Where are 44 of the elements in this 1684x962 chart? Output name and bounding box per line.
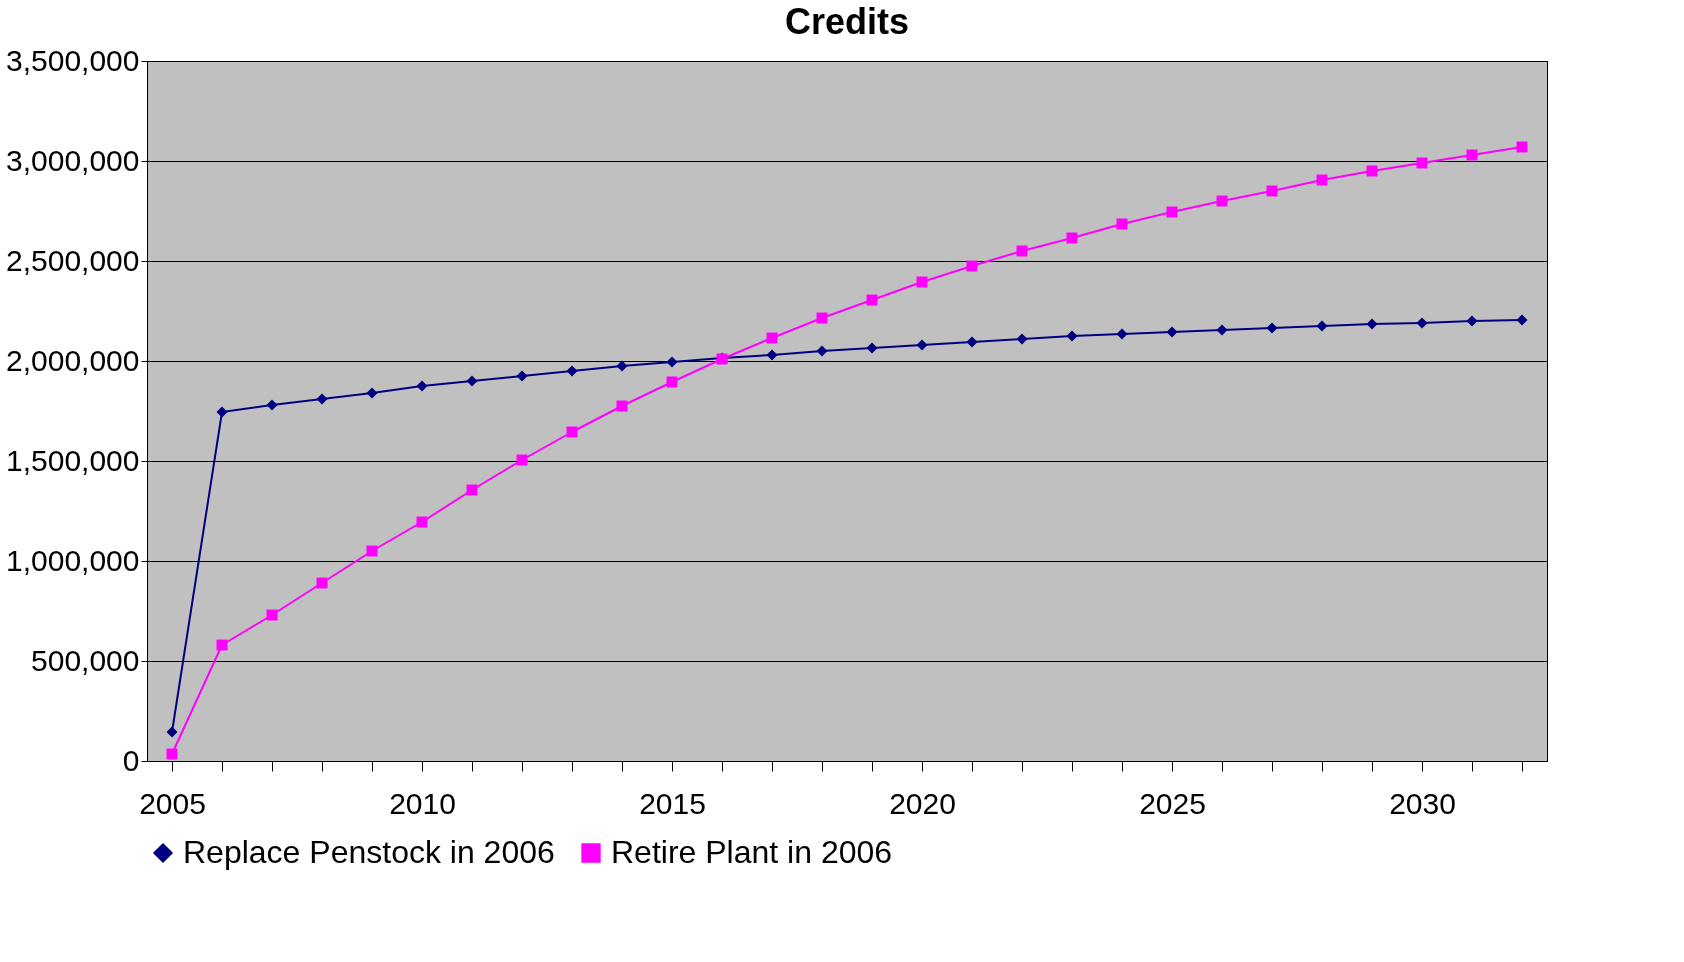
x-tick-label: 2020 xyxy=(889,786,956,820)
point xyxy=(1416,317,1428,329)
legend-label: Replace Penstock in 2006 xyxy=(183,834,555,870)
point xyxy=(966,336,978,348)
point xyxy=(366,387,378,399)
point xyxy=(1466,315,1478,327)
chart-title: Credits xyxy=(784,1,910,42)
x-tick-label: 2010 xyxy=(389,786,456,820)
point xyxy=(316,393,328,405)
point xyxy=(166,726,178,738)
point xyxy=(266,399,278,411)
point xyxy=(466,375,478,387)
x-tick-label: 2030 xyxy=(1389,786,1456,820)
point xyxy=(1516,314,1528,326)
x-tick-label: 2025 xyxy=(1139,786,1206,820)
point xyxy=(1166,326,1178,338)
y-tick-label: 3,500,000 xyxy=(6,43,140,77)
y-tick-label: 1,000,000 xyxy=(6,543,140,577)
point xyxy=(616,360,628,372)
point xyxy=(566,365,578,377)
y-tick-label: 3,000,000 xyxy=(6,143,140,177)
point xyxy=(1016,333,1028,345)
x-tick-label: 2005 xyxy=(139,786,206,820)
point xyxy=(1116,328,1128,340)
y-tick-label: 500,000 xyxy=(31,643,140,677)
point xyxy=(666,356,678,368)
point xyxy=(1066,330,1078,342)
point xyxy=(866,342,878,354)
y-tick-label: 0 xyxy=(122,743,140,777)
point xyxy=(1216,324,1228,336)
point xyxy=(816,345,828,357)
y-tick-label: 2,500,000 xyxy=(6,243,140,277)
point xyxy=(516,370,528,382)
y-tick-label: 2,000,000 xyxy=(6,343,140,377)
legend-label: Retire Plant in 2006 xyxy=(611,834,893,870)
point xyxy=(1366,318,1378,330)
point xyxy=(916,339,928,351)
point xyxy=(416,380,428,392)
y-tick-label: 1,500,000 xyxy=(6,443,140,477)
point xyxy=(766,349,778,361)
point xyxy=(216,406,228,418)
x-tick-label: 2015 xyxy=(639,786,706,820)
point xyxy=(1266,322,1278,334)
point xyxy=(1316,320,1328,332)
